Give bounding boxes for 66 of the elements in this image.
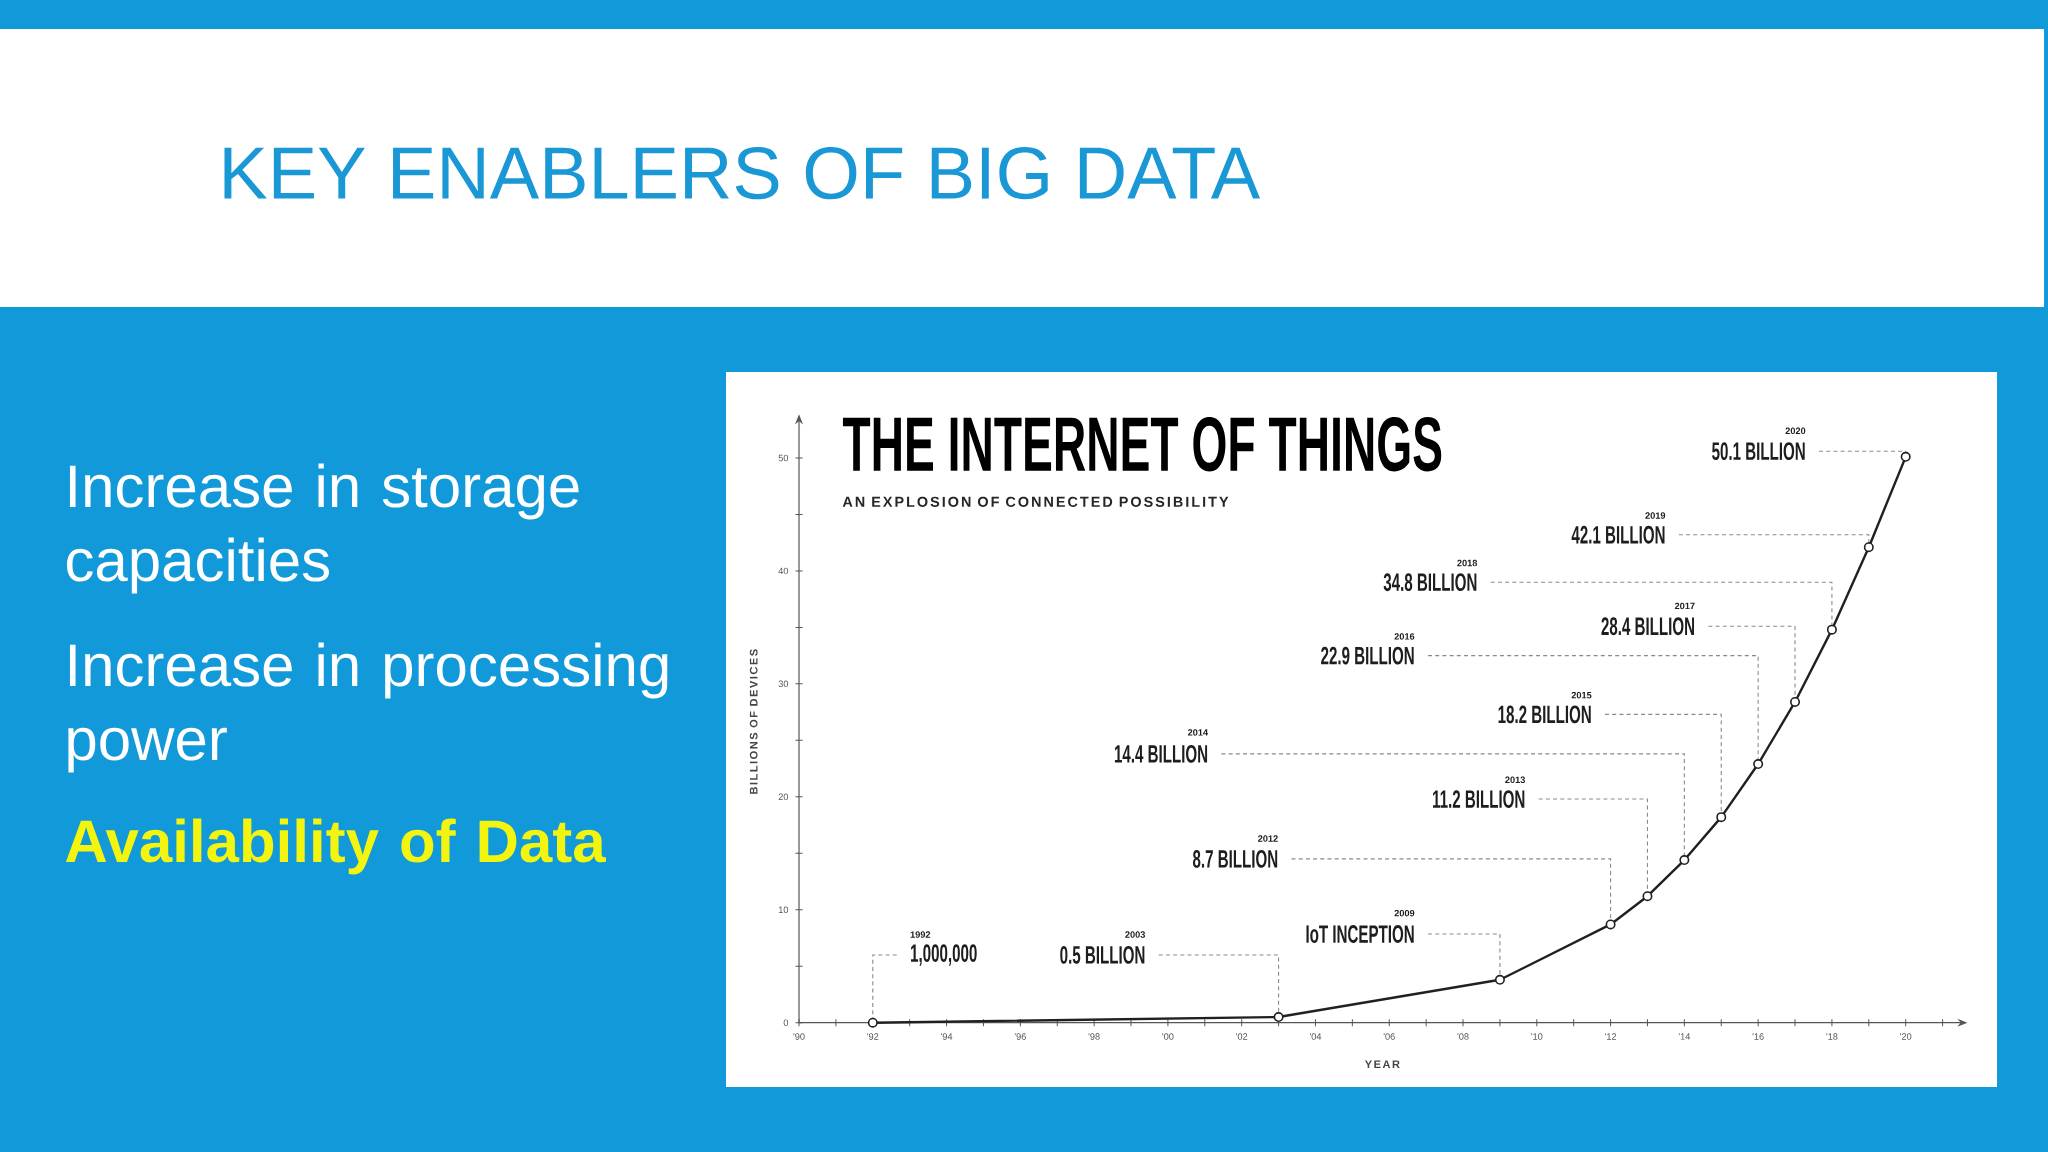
x-tick-label: '94 <box>941 1033 953 1040</box>
point <box>867 1017 878 1028</box>
x-tick-label: '04 <box>1309 1033 1322 1040</box>
point <box>1826 624 1837 635</box>
x-tick-label: '06 <box>1383 1033 1395 1040</box>
x-tick-label: '14 <box>1678 1033 1691 1040</box>
annotation: 2015 <box>1571 691 1592 699</box>
annotation: 1,000,000 <box>911 944 977 966</box>
data-label: 22.9 BILLION <box>1321 646 1414 665</box>
point <box>1273 1012 1284 1023</box>
text: Increase in processing power <box>68 642 668 773</box>
annotation: 2017 <box>1674 602 1695 610</box>
x-tick-label: '18 <box>1826 1033 1838 1040</box>
annotation: 2013 <box>1505 776 1525 784</box>
point <box>1900 451 1911 462</box>
x-tick-label: '20 <box>1900 1033 1912 1040</box>
data-label: 28.4 BILLION <box>1601 617 1695 636</box>
data-label: 11.2 BILLION <box>1433 790 1525 808</box>
data-label: 18.2 BILLION <box>1498 705 1591 724</box>
annotation: 2009 <box>1394 909 1415 917</box>
x-tick-label: '96 <box>1014 1033 1026 1040</box>
x-tick-label: '92 <box>867 1033 879 1040</box>
point <box>1790 696 1801 707</box>
point <box>1494 974 1505 985</box>
data-label: 50.1 BILLION <box>1712 442 1805 461</box>
text: Availability of Data <box>65 818 606 875</box>
x-tick-label: '00 <box>1162 1033 1174 1040</box>
data-label: 8.7 BILLION <box>1192 850 1278 868</box>
x-tick-label: '02 <box>1236 1033 1248 1040</box>
x-axis-title: YEAR <box>1364 1060 1400 1069</box>
y-tick-label: 0 <box>783 1019 789 1026</box>
y-axis-title: BILLIONS OF DEVICES <box>749 649 758 794</box>
chart-title: THE INTERNET OF THINGS <box>842 416 1442 472</box>
point <box>1605 919 1616 930</box>
annotation: IoT INCEPTION <box>1306 925 1414 943</box>
y-tick-label: 30 <box>778 680 789 688</box>
x-tick-label: '98 <box>1088 1033 1100 1040</box>
text: KEY ENABLERS OF BIG DATA <box>224 146 1261 200</box>
x-tick-label: '10 <box>1531 1033 1543 1040</box>
data-label: 14.4 BILLION <box>1114 744 1208 763</box>
y-tick-label: 10 <box>778 906 789 914</box>
y-tick-label: 50 <box>778 454 789 462</box>
point <box>1679 855 1690 866</box>
y-tick-label: 20 <box>778 793 789 801</box>
annotation: 1992 <box>910 931 931 938</box>
annotation: 2003 <box>1125 931 1146 938</box>
x-tick-label: '12 <box>1605 1033 1617 1040</box>
data-label: 42.1 BILLION <box>1571 525 1665 544</box>
annotation: 2019 <box>1645 512 1666 519</box>
point <box>1716 812 1727 823</box>
annotation: 2020 <box>1785 427 1806 435</box>
text: Increase in storage capacities <box>66 463 579 594</box>
annotation: 2018 <box>1457 559 1478 567</box>
data-label: 0.5 BILLION <box>1060 946 1145 964</box>
text: AN EXPLOSION OF CONNECTED POSSIBILITY <box>842 496 1229 507</box>
point <box>1642 891 1653 902</box>
point <box>1753 759 1764 770</box>
point <box>1863 542 1874 553</box>
annotation: 2014 <box>1187 729 1209 736</box>
y-tick-label: 40 <box>778 567 789 575</box>
x-tick-label: '16 <box>1752 1033 1764 1040</box>
annotation: 2016 <box>1394 633 1415 640</box>
x-tick-label: '08 <box>1457 1033 1469 1040</box>
data-label: 34.8 BILLION <box>1383 573 1477 592</box>
x-tick-label: '90 <box>793 1033 805 1040</box>
annotation: 2012 <box>1258 835 1278 842</box>
